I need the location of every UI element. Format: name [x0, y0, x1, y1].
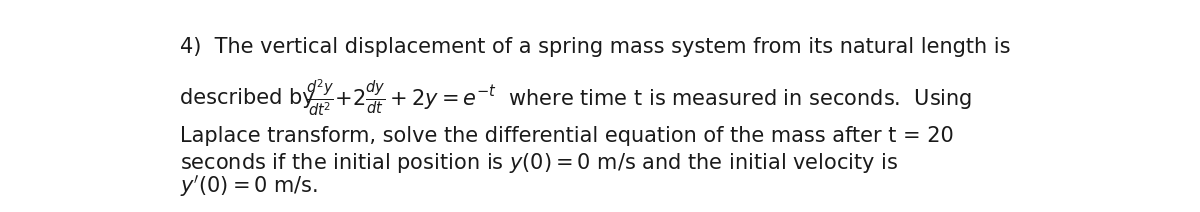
Text: 4)  The vertical displacement of a spring mass system from its natural length is: 4) The vertical displacement of a spring… [180, 37, 1010, 57]
Text: Laplace transform, solve the differential equation of the mass after t = 20: Laplace transform, solve the differentia… [180, 126, 954, 146]
Text: $y'(0) = 0$ m/s.: $y'(0) = 0$ m/s. [180, 173, 318, 199]
Text: described by: described by [180, 88, 322, 108]
Text: $\frac{d^2y}{dt^2}$$ + 2\frac{dy}{dt} + 2y = e^{-t}$  where time t is measured i: $\frac{d^2y}{dt^2}$$ + 2\frac{dy}{dt} + … [306, 78, 973, 119]
Text: seconds if the initial position is $y(0) = 0$ m/s and the initial velocity is: seconds if the initial position is $y(0)… [180, 151, 898, 175]
